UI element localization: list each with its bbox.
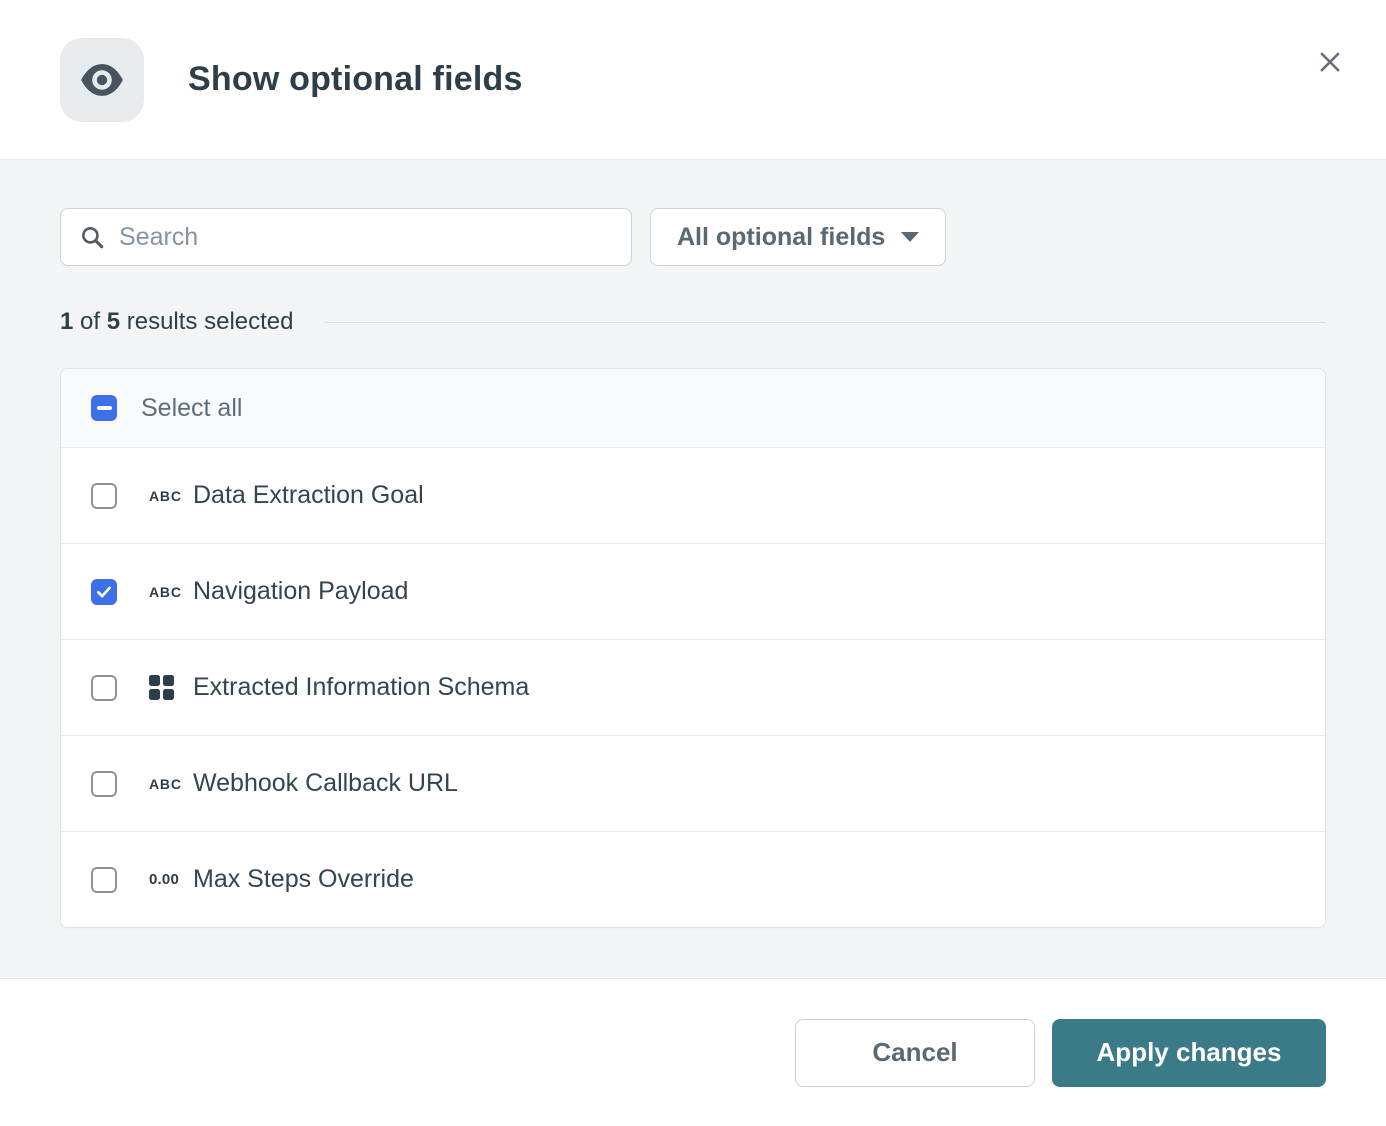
text-type-icon: ABC [149,775,182,792]
summary-divider [323,321,1326,323]
field-label: Extracted Information Schema [193,673,530,701]
field-row-extracted-information-schema[interactable]: Extracted Information Schema [61,639,1325,735]
field-label: Navigation Payload [193,577,409,605]
controls-row: All optional fields [60,208,1326,266]
field-row-webhook-callback-url[interactable]: ABC Webhook Callback URL [61,735,1325,831]
field-checkbox[interactable] [91,770,117,797]
results-summary: 1 of 5 results selected [60,308,294,335]
eye-icon [81,63,123,96]
checkmark-icon [97,586,111,597]
search-icon [82,227,104,249]
select-all-checkbox[interactable] [91,395,117,421]
modal-header: Show optional fields [0,0,1386,160]
cancel-button[interactable]: Cancel [795,1018,1035,1087]
eye-icon-badge [60,37,144,122]
search-input[interactable] [119,222,613,252]
field-label: Max Steps Override [193,865,414,893]
apply-changes-button[interactable]: Apply changes [1052,1018,1326,1087]
close-button[interactable] [1310,42,1350,82]
close-icon [1320,52,1340,72]
field-checkbox[interactable] [91,578,117,605]
schema-grid-icon [149,675,185,700]
results-summary-row: 1 of 5 results selected [60,308,1326,336]
search-box[interactable] [60,208,632,266]
field-row-data-extraction-goal[interactable]: ABC Data Extraction Goal [61,447,1325,543]
select-all-row[interactable]: Select all [61,369,1325,447]
field-label: Webhook Callback URL [193,769,458,797]
modal-body: All optional fields 1 of 5 results selec… [0,160,1386,978]
optional-fields-list: Select all ABC Data Extraction Goal ABC … [60,368,1326,928]
number-type-icon: 0.00 [149,871,179,888]
text-type-icon: ABC [149,487,182,504]
text-type-icon: ABC [149,583,182,600]
grid-icon [149,675,174,700]
indeterminate-icon [96,406,112,410]
selected-count: 1 [60,308,74,335]
modal-title: Show optional fields [188,60,523,98]
field-label: Data Extraction Goal [193,481,424,509]
fields-filter-label: All optional fields [677,222,886,251]
fields-filter-dropdown[interactable]: All optional fields [650,208,947,266]
field-checkbox[interactable] [91,482,117,509]
total-count: 5 [106,308,121,335]
field-row-navigation-payload[interactable]: ABC Navigation Payload [61,543,1325,639]
select-all-label: Select all [141,393,243,422]
chevron-down-icon [901,232,920,242]
field-row-max-steps-override[interactable]: 0.00 Max Steps Override [61,831,1325,927]
field-checkbox[interactable] [91,674,117,701]
field-checkbox[interactable] [91,866,117,893]
modal-footer: Cancel Apply changes [0,978,1386,1126]
